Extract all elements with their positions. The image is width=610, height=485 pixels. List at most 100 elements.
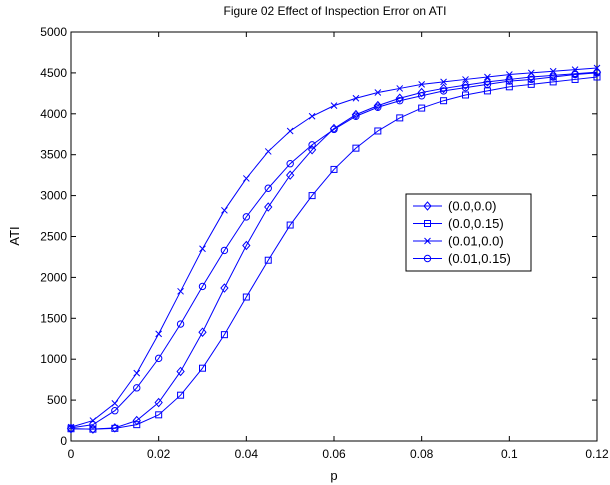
data-point — [440, 78, 447, 86]
data-point — [177, 391, 185, 399]
data-point — [264, 148, 272, 155]
legend: (0.0,0.0) (0.0,0.15) (0.01,0.0) (0.01,0.15) — [405, 193, 532, 272]
data-point — [374, 127, 382, 135]
legend-marker — [424, 237, 431, 245]
y-axis-label: ATI — [7, 226, 22, 245]
data-point — [462, 76, 469, 83]
x-tick-label: 0.08 — [410, 447, 434, 461]
y-tick-label: 4000 — [40, 107, 67, 121]
data-point — [264, 202, 273, 212]
data-point — [242, 293, 250, 301]
data-point — [417, 92, 426, 100]
data-point — [462, 91, 469, 99]
y-tick-label: 4500 — [40, 66, 67, 80]
data-point — [396, 97, 404, 105]
data-point — [593, 69, 601, 77]
data-point — [133, 421, 141, 429]
data-point — [549, 78, 557, 86]
data-point — [373, 100, 382, 111]
data-point — [330, 102, 338, 109]
legend-label: (0.0,0.15) — [448, 216, 504, 231]
legend-entry: (0.0,0.15) — [413, 216, 504, 231]
data-point — [352, 94, 360, 102]
data-point — [484, 73, 491, 81]
y-tick-label: 1000 — [40, 352, 67, 366]
series-line — [70, 71, 598, 430]
data-point — [308, 112, 316, 120]
series-diamond — [66, 67, 602, 434]
data-point — [220, 331, 228, 339]
data-point — [286, 170, 295, 180]
data-point — [89, 420, 97, 429]
data-point — [154, 354, 163, 363]
data-point — [351, 109, 361, 120]
data-point — [461, 83, 470, 92]
data-point — [242, 175, 250, 182]
data-point — [111, 407, 119, 415]
data-point — [439, 87, 448, 95]
series-line — [70, 72, 598, 429]
data-point — [177, 287, 184, 295]
data-point — [417, 87, 426, 98]
data-point — [439, 83, 448, 94]
data-point — [110, 423, 119, 433]
data-point — [461, 80, 470, 90]
x-tick-label: 0.1 — [501, 447, 518, 461]
data-point — [176, 366, 185, 377]
data-point — [286, 159, 294, 168]
data-point — [133, 384, 141, 392]
data-point — [111, 424, 119, 432]
data-point — [199, 245, 206, 253]
legend-entry: (0.01,0.15) — [413, 251, 511, 266]
x-tick-label: 0.12 — [585, 447, 609, 461]
series-circle — [67, 69, 601, 432]
data-point — [89, 425, 97, 433]
data-point — [396, 85, 404, 92]
data-point — [220, 246, 229, 255]
data-point — [198, 327, 207, 337]
data-point — [571, 70, 579, 79]
y-tick-label: 0 — [60, 434, 67, 448]
chart-title: Figure 02 Effect of Inspection Error on … — [223, 4, 446, 18]
data-point — [418, 104, 426, 112]
data-point — [483, 80, 492, 89]
data-point — [549, 67, 557, 75]
y-tick-label: 1500 — [40, 311, 67, 325]
data-point — [527, 75, 535, 84]
data-point — [220, 283, 229, 293]
data-point — [199, 364, 206, 372]
y-tick-label: 500 — [47, 393, 67, 407]
y-tick-label: 3500 — [40, 148, 67, 162]
legend-label: (0.01,0.15) — [448, 251, 511, 266]
legend-label: (0.01,0.0) — [448, 234, 504, 249]
data-point — [286, 127, 294, 135]
data-point — [483, 77, 492, 87]
data-point — [221, 206, 228, 214]
legend-marker — [424, 220, 431, 227]
data-point — [67, 424, 75, 432]
y-tick-label: 5000 — [40, 25, 67, 39]
data-point — [330, 165, 338, 173]
data-point — [308, 192, 316, 200]
x-axis-label: p — [330, 468, 337, 483]
data-point — [154, 397, 163, 408]
data-point — [88, 424, 98, 434]
data-point — [593, 73, 601, 81]
x-axis: 0 0.02 0.04 0.06 0.08 0.1 0.12 — [68, 32, 609, 461]
data-point — [396, 114, 404, 122]
data-point — [352, 144, 360, 152]
data-point — [374, 89, 382, 96]
data-point — [111, 400, 119, 407]
data-point — [505, 71, 513, 78]
data-point — [264, 256, 272, 264]
data-point — [286, 221, 294, 229]
data-point — [374, 103, 382, 111]
data-point — [527, 69, 535, 77]
series-line — [70, 76, 598, 430]
data-point — [307, 145, 317, 155]
y-tick-label: 2000 — [40, 270, 67, 284]
y-tick-label: 3000 — [40, 189, 67, 203]
legend-entry: (0.0,0.0) — [413, 199, 496, 214]
x-tick-label: 0.02 — [147, 447, 171, 461]
